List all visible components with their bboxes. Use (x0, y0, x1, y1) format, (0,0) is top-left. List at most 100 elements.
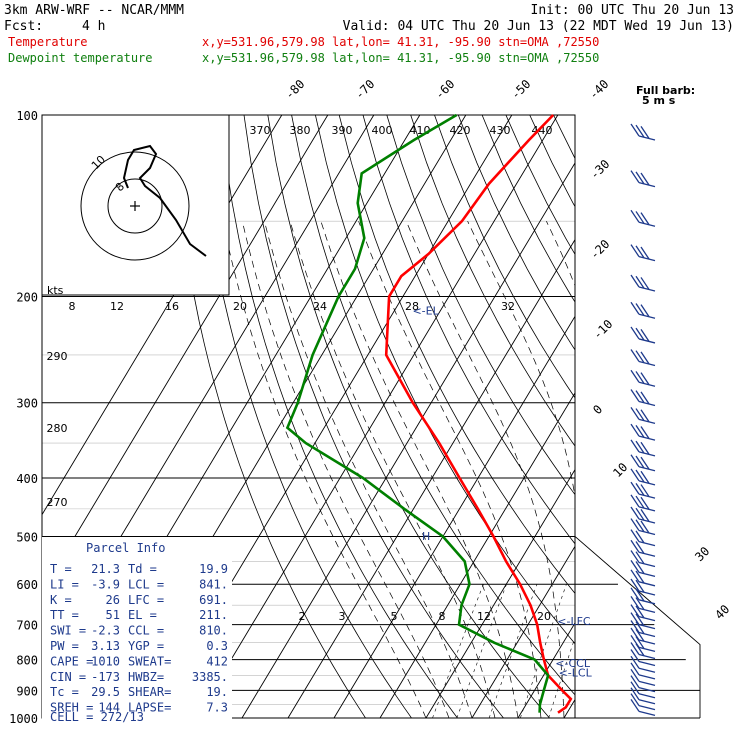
theta-label: 370 (250, 124, 271, 137)
dry-adiabat (386, 115, 575, 496)
barb-legend-title: Full barb: (636, 84, 695, 97)
parcel-key: EL = (128, 608, 157, 622)
wind-barb (630, 301, 656, 319)
dewpoint-line (285, 113, 550, 713)
pressure-label: 200 (16, 291, 38, 305)
wind-barb (630, 506, 656, 524)
level-mark-h: H (422, 530, 430, 543)
moist-adiabat (222, 221, 427, 718)
wind-barb (630, 681, 656, 699)
dry-adiabat (434, 115, 575, 399)
plot-frame (41, 114, 576, 719)
parcel-value: -3.9 (91, 577, 120, 591)
moist-adiabat (264, 221, 473, 718)
moist-adiabat (241, 221, 450, 718)
theta-label: 280 (47, 422, 68, 435)
isotherm-label: -70 (352, 77, 377, 102)
dry-adiabat (625, 115, 740, 718)
wind-barb (630, 209, 656, 227)
level-mark-el: <-EL (412, 305, 439, 318)
parcel-key: HWBZ= (128, 670, 164, 684)
dew-legend-info: x,y=531.96,579.98 lat,lon= 41.31, -95.90… (202, 51, 599, 65)
pressure-label: 800 (16, 654, 38, 668)
parcel-value: 412 (206, 654, 228, 668)
isotherm-label: -20 (587, 237, 612, 262)
wind-barb (630, 539, 656, 557)
dry-adiabat (481, 115, 575, 303)
parcel-key: PW = (50, 639, 79, 653)
wind-barb (630, 529, 656, 547)
parcel-key: LFC = (128, 593, 164, 607)
hodograph-ring (107, 178, 163, 234)
parcel-key: SHEAR= (128, 685, 171, 699)
parcel-info-panel: Parcel Info CELL = 272/13 T = 21.3 Td = 19.… (42, 537, 232, 727)
parcel-key: CIN = (50, 670, 86, 684)
parcel-key: LI = (50, 577, 79, 591)
isotherm (379, 392, 575, 718)
dry-adiabat (267, 115, 550, 718)
parcel-value: -173 (91, 670, 120, 684)
mixing-ratio-line (456, 584, 507, 718)
temperature-line (384, 114, 573, 714)
dry-adiabat (196, 115, 412, 718)
mixing-ratio-line (586, 584, 628, 718)
wind-barb (630, 274, 656, 292)
parcel-cell: CELL = 272/13 (50, 710, 144, 724)
theta-label: 430 (490, 124, 511, 137)
theta-label: 270 (47, 496, 68, 509)
dry-adiabat (219, 115, 458, 718)
dry-adiabat (338, 115, 575, 595)
dry-adiabat (362, 115, 575, 545)
fcst-label: Fcst: (4, 19, 43, 34)
isotherm (425, 468, 575, 718)
theta-label: 380 (290, 124, 311, 137)
isotherm (333, 315, 575, 718)
isotherm-label: 0 (590, 402, 605, 417)
parcel-info-title: Parcel Info (86, 541, 165, 555)
pressure-label: 900 (16, 684, 38, 698)
parcel-value: 810. (199, 624, 228, 638)
isotherm-label: -30 (587, 157, 612, 182)
hodograph-speed-label: 16 (165, 300, 179, 313)
hodograph-kts-label: kts (47, 284, 64, 297)
wind-barb (630, 123, 656, 141)
dry-adiabat (673, 115, 740, 718)
wind-barb (630, 569, 656, 587)
parcel-value: 21.3 (91, 562, 120, 576)
dry-adiabat (410, 115, 575, 447)
wind-barb (630, 494, 656, 512)
dry-adiabat (172, 115, 366, 718)
wind-barb (630, 699, 656, 716)
hodograph-speed-label: 24 (313, 300, 327, 313)
wind-barb (630, 369, 656, 387)
parcel-value: -2.3 (91, 624, 120, 638)
wind-barb (630, 668, 656, 686)
hodograph-speed-label: 12 (110, 300, 124, 313)
wind-barb (630, 687, 656, 705)
parcel-key: CAPE = (50, 654, 93, 668)
hodograph-speed-label: 20 (233, 300, 247, 313)
hodograph-speed-label: 8 (69, 300, 76, 313)
wind-barb (630, 518, 656, 536)
wind-barb (630, 439, 656, 457)
moist-adiabat (289, 221, 496, 718)
hodograph-trace (122, 144, 207, 257)
parcel-value: 841. (199, 577, 228, 591)
wind-barb (630, 649, 656, 667)
wind-barbs (630, 123, 656, 716)
theta-label: 390 (332, 124, 353, 137)
isotherm (287, 238, 575, 718)
pressure-label: 100 (16, 109, 38, 123)
dew-legend-name: Dewpoint temperature (8, 51, 153, 65)
theta-label: 400 (372, 124, 393, 137)
theta-label: 420 (450, 124, 471, 137)
dry-adiabat (315, 115, 575, 645)
parcel-value: 3385. (192, 670, 228, 684)
parcel-value: 19.9 (199, 562, 228, 576)
wind-barb (630, 559, 656, 577)
dry-adiabat (505, 115, 575, 256)
wind-barb (630, 578, 656, 596)
isotherm (42, 115, 329, 593)
parcel-value: 144 (98, 701, 120, 715)
